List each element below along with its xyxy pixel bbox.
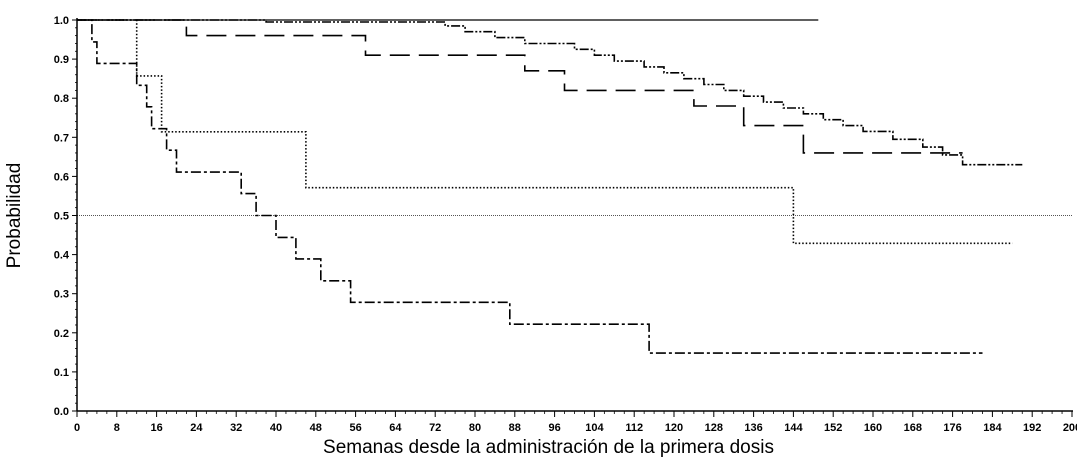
y-tick-label: 0.0 <box>54 406 69 418</box>
x-tick-label: 40 <box>270 422 282 434</box>
x-tick-label: 144 <box>784 422 803 434</box>
x-tick-label: 56 <box>349 422 361 434</box>
y-tick-label: 0.2 <box>54 328 69 340</box>
y-tick-label: 0.8 <box>54 93 69 105</box>
x-tick-label: 168 <box>904 422 922 434</box>
x-tick-label: 16 <box>150 422 162 434</box>
x-tick-label: 96 <box>548 422 560 434</box>
x-tick-label: 0 <box>74 422 80 434</box>
series-dotted-line <box>77 19 1013 245</box>
x-tick-label: 8 <box>114 422 120 434</box>
x-tick-label: 72 <box>429 422 441 434</box>
x-tick-label: 136 <box>744 422 762 434</box>
series-layer <box>77 19 1023 354</box>
x-tick-label: 184 <box>983 422 1002 434</box>
y-tick-label: 0.1 <box>54 367 69 379</box>
x-tick-label: 176 <box>943 422 961 434</box>
x-tick-label: 192 <box>1023 422 1041 434</box>
x-tick-label: 80 <box>469 422 481 434</box>
y-tick-label: 0.9 <box>54 54 69 66</box>
x-tick-label: 32 <box>230 422 242 434</box>
y-tick-label: 0.5 <box>54 211 69 223</box>
x-tick-label: 152 <box>824 422 842 434</box>
x-tick-label: 64 <box>389 422 402 434</box>
x-tick-label: 24 <box>190 422 203 434</box>
series-dashed-line <box>77 19 963 154</box>
tick-labels: 0.0 0.1 0.2 0.3 0.4 0.5 0.6 0.7 0.8 0.9 1.0 0 8 16 24 3… <box>54 15 1077 434</box>
x-tick-label: 120 <box>665 422 683 434</box>
x-axis-title: Semanas desde la administración de la pr… <box>323 437 774 458</box>
axes <box>72 18 1073 417</box>
y-axis-title: Probabilidad <box>4 163 25 269</box>
y-tick-label: 0.3 <box>54 289 69 301</box>
y-tick-label: 0.7 <box>54 132 69 144</box>
x-tick-label: 200 <box>1063 422 1077 434</box>
x-tick-label: 104 <box>585 422 604 434</box>
x-tick-label: 128 <box>705 422 723 434</box>
x-tick-label: 112 <box>625 422 643 434</box>
series-dash-dot-line <box>77 19 983 354</box>
x-tick-label: 88 <box>509 422 521 434</box>
series-dash-dot-dot-line <box>77 19 1023 166</box>
y-tick-label: 0.6 <box>54 171 69 183</box>
x-tick-label: 48 <box>310 422 322 434</box>
y-tick-label: 1.0 <box>54 15 69 27</box>
x-tick-label: 160 <box>864 422 882 434</box>
y-tick-label: 0.4 <box>54 250 70 262</box>
